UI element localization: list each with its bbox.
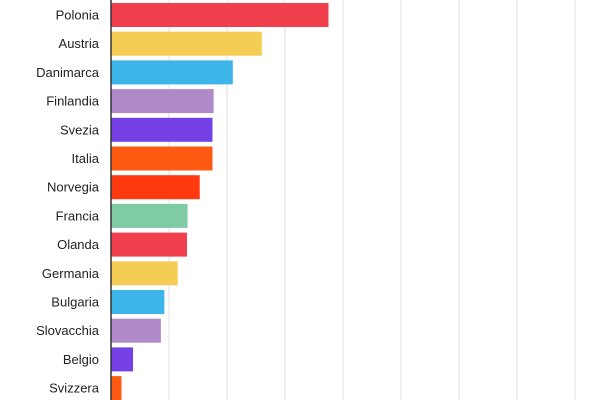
bar-austria [111,31,262,56]
category-label-slovacchia: Slovacchia [36,323,100,338]
bar-bulgaria [111,290,165,314]
category-label-austria: Austria [59,36,100,51]
category-labels: Polonia Austria Danimarca Finlandia Svezia It… [36,8,100,396]
bar-norvegia [111,175,200,200]
category-label-italia: Italia [72,151,100,166]
category-label-svizzera: Svizzera [49,381,100,396]
bar-germania [111,261,178,286]
category-label-finlandia: Finlandia [46,94,100,109]
bar-svezia [111,117,213,142]
category-label-germania: Germania [42,266,100,281]
category-label-svezia: Svezia [60,122,100,137]
bar-olanda [111,232,187,257]
bar-italia [111,146,213,171]
category-label-norvegia: Norvegia [47,180,100,195]
bar-finlandia [111,89,214,114]
bar-slovacchia [111,318,161,343]
category-label-olanda: Olanda [57,237,100,252]
category-label-francia: Francia [56,208,100,223]
bar-belgio [111,347,134,372]
bar-svizzera [111,376,122,400]
bar-polonia [111,3,329,27]
bars [111,3,329,400]
bar-danimarca [111,60,233,85]
category-label-bulgaria: Bulgaria [51,295,99,310]
category-label-belgio: Belgio [63,352,99,367]
category-label-polonia: Polonia [56,8,100,23]
gridlines [168,0,576,400]
category-label-danimarca: Danimarca [36,65,100,80]
bar-francia [111,203,188,228]
